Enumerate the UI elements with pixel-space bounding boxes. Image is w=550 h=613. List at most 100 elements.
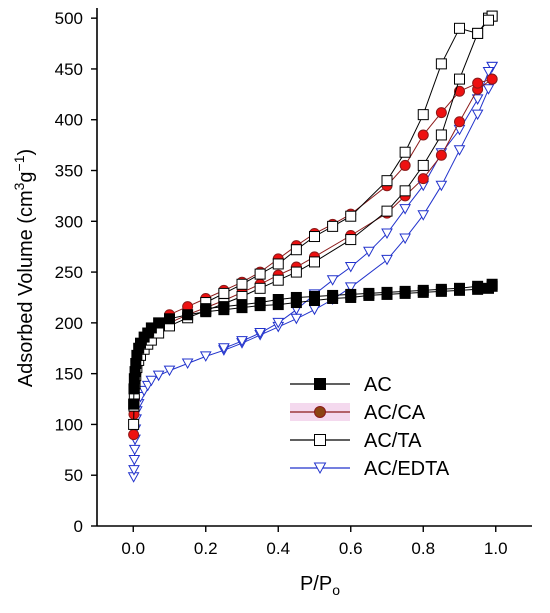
- data-point-ac-ta: [454, 73, 465, 85]
- data-point-ac: [128, 383, 140, 395]
- data-point-ac-edta: [344, 262, 357, 273]
- x-tick-label: 1.0: [484, 539, 508, 558]
- y-axis-title-part-5: ): [15, 149, 37, 156]
- data-point-ac-edta: [399, 233, 411, 245]
- data-point-ac-edta: [399, 204, 411, 215]
- data-point-ac: [363, 287, 375, 299]
- data-point-ac-edta: [471, 109, 484, 121]
- data-point-ac-ta: [417, 109, 429, 121]
- data-point-ac: [381, 286, 393, 298]
- x-ticks: 0.0 0.2 0.4 0.6 0.8 1.0: [121, 526, 508, 558]
- data-point-ac-ca: [417, 173, 429, 185]
- data-point-ac-edta: [381, 228, 393, 240]
- x-axis-title-sub: o: [332, 582, 340, 598]
- data-point-ac-ca: [472, 77, 484, 89]
- data-point-ac: [417, 284, 429, 296]
- data-point-ac: [164, 313, 175, 325]
- y-tick-label: 250: [55, 263, 83, 282]
- y-tick-label: 200: [55, 314, 83, 333]
- data-point-ac-edta: [254, 328, 266, 339]
- y-tick-label: 450: [55, 60, 83, 79]
- x-tick-label: 0.0: [121, 539, 145, 558]
- data-point-ac-edta: [181, 358, 194, 370]
- y-tick-label: 0: [74, 517, 83, 536]
- data-point-ac-ca: [435, 149, 447, 161]
- data-point-ac-ca: [486, 73, 498, 85]
- legend-item-ac-ca: AC/CA: [290, 402, 426, 424]
- legend-marker-ac-edta: [313, 462, 327, 474]
- x-tick-label: 0.2: [194, 539, 218, 558]
- data-point-ac-edta: [199, 351, 212, 362]
- data-point-ac-edta: [163, 365, 176, 377]
- y-tick-label: 100: [55, 415, 83, 434]
- data-point-ac-ta: [345, 234, 357, 246]
- legend-marker-ac-ca: [314, 406, 326, 418]
- data-point-ac: [272, 294, 284, 306]
- data-point-ac-edta: [486, 61, 498, 73]
- data-point-ac: [200, 303, 212, 315]
- data-point-ac: [435, 283, 447, 295]
- legend-label-ac-edta: AC/EDTA: [364, 458, 450, 480]
- y-axis-title-part-1: Adsorbed Volume (cm: [15, 190, 37, 387]
- x-axis-title-main: P/P: [300, 573, 332, 595]
- data-point-ac: [254, 297, 266, 309]
- data-point-ac-ta: [381, 175, 393, 187]
- legend-label-ac-ca: AC/CA: [364, 402, 426, 424]
- legend-item-ac-ta: AC/TA: [290, 430, 422, 452]
- y-tick-label: 350: [55, 162, 83, 181]
- data-point-ac-ca: [435, 107, 447, 119]
- legend-item-ac-edta: AC/EDTA: [290, 458, 450, 480]
- y-tick-label: 400: [55, 111, 83, 130]
- data-point-ac-edta: [236, 336, 248, 347]
- data-point-ac: [472, 280, 484, 292]
- data-point-ac-ta: [435, 129, 447, 141]
- data-point-ac-edta: [344, 282, 357, 293]
- data-point-ac-edta: [381, 254, 393, 266]
- data-point-ac-ta: [290, 266, 302, 278]
- data-point-ac-edta: [453, 145, 466, 156]
- x-tick-label: 0.4: [266, 539, 290, 558]
- data-point-ac-ta: [272, 274, 284, 286]
- data-point-ac-edta: [471, 94, 484, 105]
- data-point-ac-ca: [454, 85, 465, 97]
- data-point-ac: [153, 317, 165, 329]
- series-ac-ta: [128, 10, 498, 430]
- data-point-ac: [399, 285, 411, 297]
- legend: AC AC/CA AC/TA AC/EDTA: [290, 374, 450, 480]
- data-point-ac-edta: [326, 275, 339, 286]
- data-point-ac-ta: [417, 159, 429, 171]
- y-tick-label: 300: [55, 212, 83, 231]
- data-point-ac-ta: [128, 418, 140, 430]
- y-tick-label: 500: [55, 9, 83, 28]
- x-axis-title: P/Po: [300, 573, 340, 598]
- data-point-ac: [345, 288, 357, 300]
- data-point-ac-ta: [254, 268, 266, 280]
- data-point-ac-edta: [128, 444, 141, 456]
- data-point-ac-ta: [483, 14, 494, 26]
- y-axis-title-part-4: −1: [11, 155, 27, 171]
- data-point-ac: [454, 282, 465, 294]
- data-point-ac-ta: [218, 287, 230, 299]
- data-point-ac-ta: [309, 231, 320, 243]
- data-point-ac-ta: [345, 210, 357, 222]
- data-point-ac-ta: [454, 22, 465, 34]
- data-point-ac-ta: [254, 282, 266, 294]
- data-point-ac-edta: [482, 66, 495, 78]
- data-point-ac: [290, 291, 302, 303]
- data-point-ac-ta: [399, 146, 411, 158]
- legend-label-ac: AC: [364, 374, 392, 396]
- data-point-ac: [327, 289, 339, 301]
- data-point-ac-ca: [399, 159, 411, 171]
- data-point-ac: [236, 299, 248, 311]
- data-point-ac-edta: [363, 246, 375, 258]
- data-point-ac-ta: [399, 185, 411, 197]
- legend-item-ac: AC: [290, 374, 392, 396]
- y-tick-label: 50: [64, 466, 83, 485]
- data-point-ac-edta: [435, 180, 448, 192]
- data-point-ac-edta: [128, 454, 141, 466]
- data-point-ac: [309, 290, 320, 302]
- data-point-ac-edta: [152, 370, 165, 382]
- data-point-ac-ta: [236, 278, 248, 290]
- y-axis-title-part-2: 3: [11, 182, 27, 190]
